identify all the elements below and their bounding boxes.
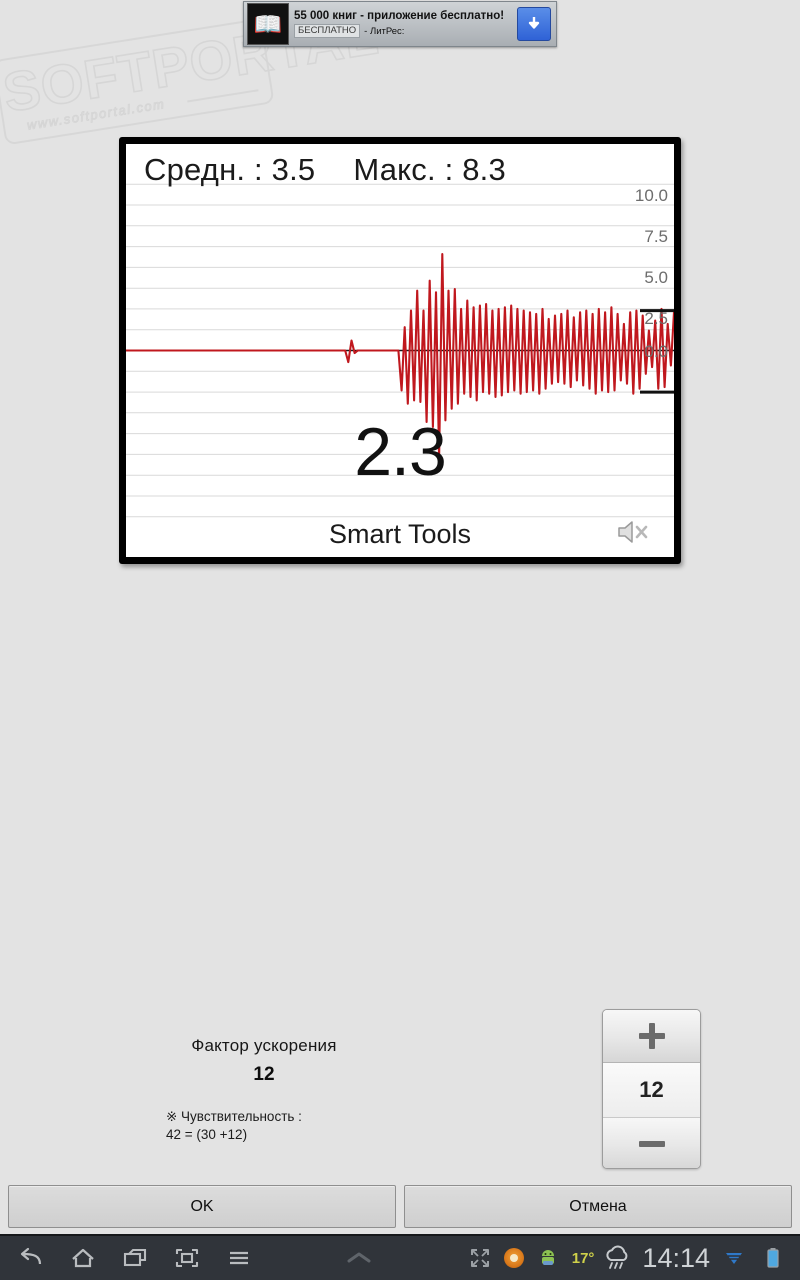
ok-button[interactable]: OK: [8, 1185, 396, 1228]
watermark-url: www.softportal.com: [25, 96, 167, 134]
nav-buttons-group: [0, 1243, 254, 1273]
speaker-muted-icon[interactable]: [616, 517, 652, 547]
sensitivity-formula: 42 = (30 +12): [166, 1127, 248, 1142]
battery-icon: [758, 1243, 788, 1273]
plus-icon: [638, 1023, 665, 1049]
download-arrow-icon[interactable]: [517, 7, 551, 41]
graph-plot-area: Средн. : 3.5 Макс. : 8.3 10.0 7.5 5.0 2.…: [126, 144, 674, 557]
wifi-icon: [719, 1243, 749, 1273]
ad-subtitle-row: БЕСПЛАТНО - ЛитРес:: [294, 24, 517, 39]
ad-free-badge: БЕСПЛАТНО: [294, 24, 361, 39]
ad-banner[interactable]: 📖 55 000 книг - приложение бесплатно! БЕ…: [243, 1, 557, 47]
vibration-graph-panel[interactable]: Средн. : 3.5 Макс. : 8.3 10.0 7.5 5.0 2.…: [119, 137, 681, 564]
factor-label: Фактор ускорения: [191, 1036, 337, 1055]
android-robot-icon[interactable]: [533, 1243, 563, 1273]
y-tick-7-5: 7.5: [644, 227, 668, 246]
graph-stats-row: Средн. : 3.5 Макс. : 8.3: [144, 152, 506, 188]
ad-text-block: 55 000 книг - приложение бесплатно! БЕСП…: [294, 10, 517, 39]
cancel-button[interactable]: Отмена: [404, 1185, 792, 1228]
sensitivity-label: ※ Чувствительность :: [166, 1109, 302, 1124]
ad-title: 55 000 книг - приложение бесплатно!: [294, 9, 505, 22]
orange-circle-icon[interactable]: [503, 1248, 524, 1268]
rain-cloud-icon: [603, 1243, 633, 1273]
stepper-decrement-button[interactable]: [603, 1117, 700, 1168]
back-icon[interactable]: [16, 1243, 46, 1273]
y-tick-2-5: 2.5: [644, 309, 668, 328]
current-value: 2.3: [354, 414, 447, 490]
recents-icon[interactable]: [120, 1243, 150, 1273]
status-icons-group: 17° 14:14: [465, 1243, 800, 1274]
factor-stepper[interactable]: 12: [602, 1009, 701, 1169]
dialog-button-bar: OK Отмена: [0, 1185, 800, 1228]
factor-value: 12: [253, 1064, 275, 1085]
y-tick-0: 0.0: [644, 342, 668, 361]
stepper-increment-button[interactable]: [603, 1010, 700, 1063]
ad-advertiser: - ЛитРес:: [364, 25, 405, 37]
expand-icon[interactable]: [465, 1243, 495, 1273]
book-icon: 📖: [247, 3, 289, 45]
temperature-label: 17°: [571, 1249, 595, 1267]
android-navigation-bar: 17° 14:14: [0, 1234, 800, 1280]
waveform-trace: [126, 253, 674, 460]
factor-block: Фактор ускорения 12: [104, 1036, 424, 1086]
chevron-up-icon[interactable]: [254, 1250, 465, 1266]
watermark-rule: [187, 89, 259, 103]
maximum-label: Макс. : 8.3: [353, 152, 506, 187]
sensitivity-block: ※ Чувствительность : 42 = (30 +12): [166, 1108, 466, 1144]
y-tick-5: 5.0: [644, 268, 668, 287]
graph-gridlines: [126, 183, 674, 518]
stepper-value[interactable]: 12: [603, 1063, 700, 1117]
brand-label: Smart Tools: [328, 519, 472, 549]
minus-icon: [638, 1141, 665, 1147]
y-tick-10: 10.0: [634, 186, 668, 205]
menu-icon[interactable]: [224, 1243, 254, 1273]
clock-label: 14:14: [642, 1242, 710, 1273]
screenshot-icon[interactable]: [172, 1243, 202, 1273]
average-label: Средн. : 3.5: [144, 152, 316, 187]
home-icon[interactable]: [68, 1243, 98, 1273]
watermark-frame: [0, 17, 275, 146]
